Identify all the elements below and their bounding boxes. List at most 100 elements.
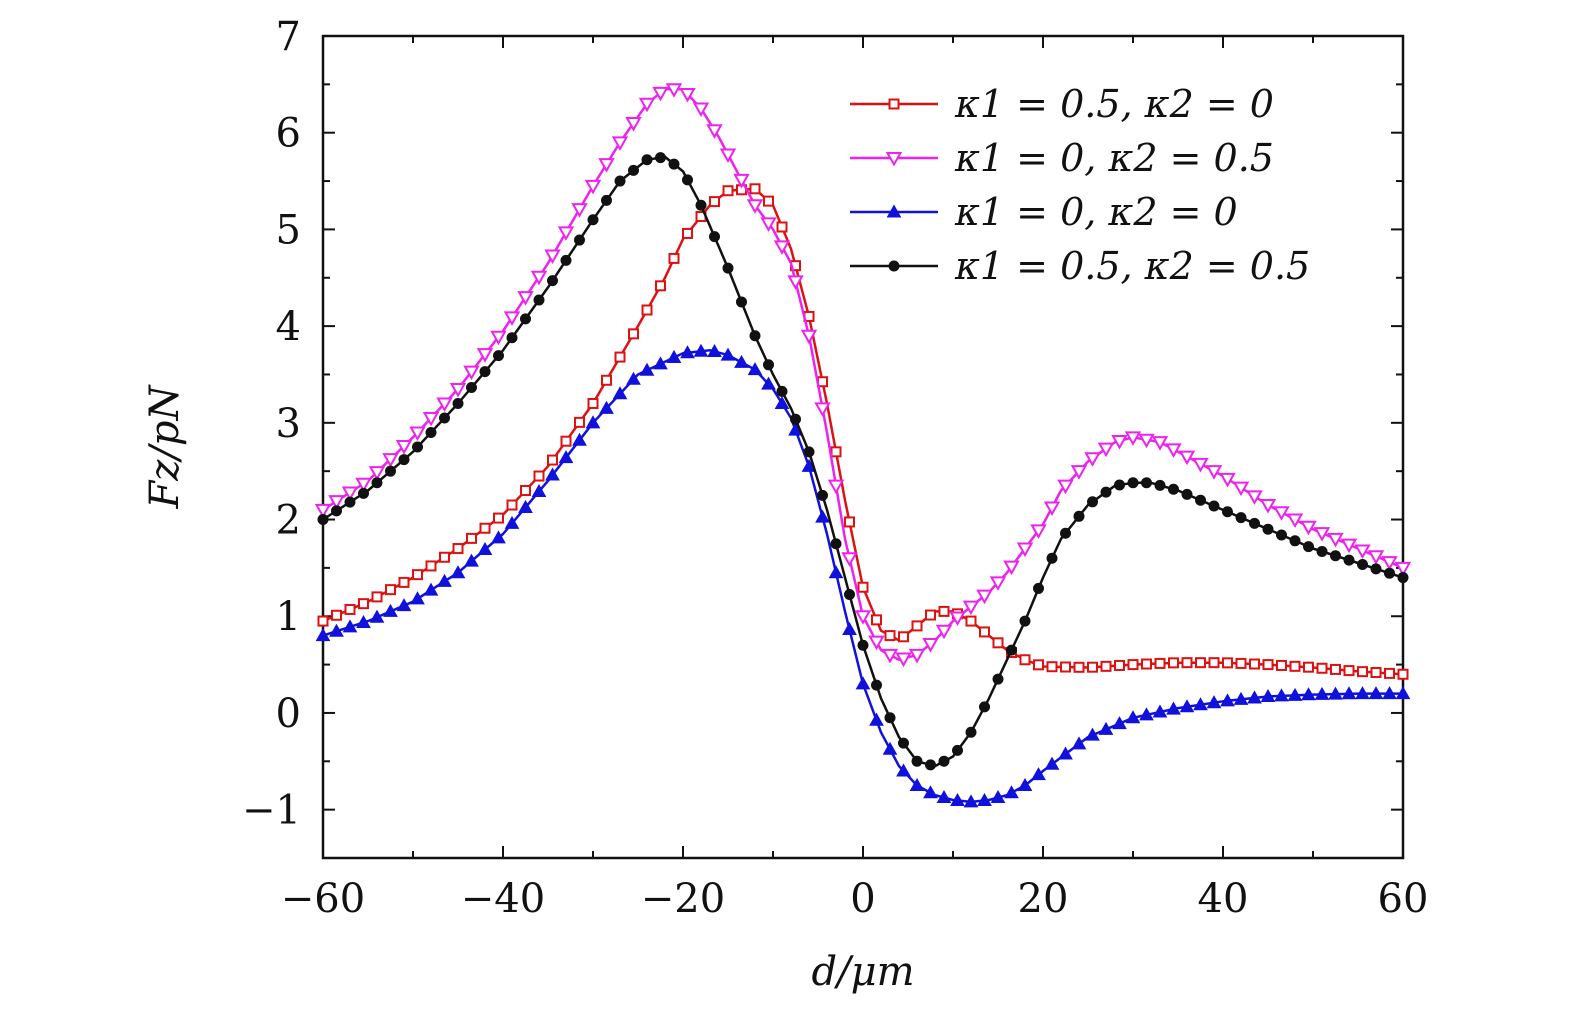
data-point: [476, 348, 494, 363]
data-point: [1274, 688, 1289, 702]
data-point: [1232, 481, 1250, 497]
data-point: [1368, 686, 1384, 700]
data-point: [436, 397, 453, 413]
data-point: [1193, 697, 1208, 711]
y-tick-label: 0: [276, 691, 301, 737]
data-point: [601, 194, 612, 206]
data-point: [531, 483, 547, 497]
data-point: [666, 349, 682, 363]
data-point: [584, 179, 602, 195]
data-point: [412, 441, 423, 453]
data-point: [749, 330, 761, 342]
data-point: [1286, 513, 1304, 529]
legend-label: κ1 = 0.5, κ2 = 0: [954, 82, 1274, 126]
data-point: [679, 88, 696, 103]
data-point: [682, 227, 693, 239]
data-point: [909, 777, 925, 791]
data-point: [803, 446, 815, 458]
data-point: [533, 470, 545, 482]
series-4: [317, 152, 1409, 771]
data-point: [1124, 431, 1142, 446]
data-point: [709, 231, 720, 243]
data-point: [1314, 686, 1330, 700]
data-point: [881, 648, 899, 664]
data-point: [425, 560, 437, 572]
data-point: [1152, 704, 1168, 718]
data-point: [493, 512, 504, 524]
data-point: [935, 624, 953, 640]
data-point: [965, 726, 977, 738]
data-point: [358, 598, 369, 610]
data-point: [371, 477, 383, 489]
data-point: [1222, 657, 1233, 669]
data-point: [572, 432, 587, 446]
data-point: [547, 454, 558, 466]
data-point: [1151, 436, 1169, 451]
data-point: [1087, 496, 1098, 508]
data-point: [1033, 659, 1044, 671]
data-point: [763, 359, 774, 371]
data-point: [1355, 686, 1370, 700]
data-point: [965, 615, 977, 627]
data-point: [1330, 663, 1341, 675]
data-point: [342, 619, 358, 633]
data-point: [871, 614, 882, 626]
data-point: [776, 221, 788, 233]
data-point: [396, 598, 412, 612]
data-point: [1044, 756, 1060, 770]
data-point: [331, 505, 342, 517]
data-point: [938, 755, 950, 767]
data-point: [439, 412, 450, 424]
data-point: [358, 487, 369, 499]
data-point: [749, 183, 761, 195]
data-point: [868, 635, 885, 651]
data-point: [800, 329, 818, 345]
data-point: [828, 565, 844, 579]
y-axis-label: Fz/pN: [142, 384, 188, 510]
data-point: [614, 351, 626, 363]
data-point: [653, 356, 668, 370]
series-line: [322, 87, 1404, 662]
data-point: [827, 479, 845, 495]
data-point: [466, 382, 477, 394]
data-point: [1179, 699, 1195, 713]
data-point: [1208, 657, 1220, 669]
data-point: [385, 465, 396, 477]
data-point: [952, 744, 963, 756]
data-point: [1330, 550, 1341, 562]
data-point: [787, 275, 804, 290]
data-point: [1033, 582, 1044, 594]
data-point: [355, 477, 372, 493]
data-point: [1276, 659, 1287, 671]
data-point: [1395, 686, 1411, 700]
data-point: [423, 582, 439, 596]
data-point: [641, 154, 653, 166]
data-point: [422, 411, 440, 427]
data-point: [869, 712, 884, 726]
x-tick-label: 20: [1018, 876, 1069, 922]
data-point: [574, 234, 585, 246]
data-point: [1114, 659, 1125, 671]
data-point: [1219, 472, 1236, 488]
data-point: [1370, 563, 1382, 575]
data-point: [503, 311, 521, 326]
data-point: [398, 576, 410, 588]
data-point: [341, 486, 359, 501]
legend-marker: [888, 260, 900, 272]
data-point: [733, 173, 750, 189]
data-point: [344, 603, 356, 615]
data-point: [437, 573, 452, 587]
data-point: [641, 304, 653, 316]
data-point: [776, 385, 788, 397]
data-point: [558, 450, 574, 464]
legend-label: κ1 = 0, κ2 = 0: [954, 190, 1238, 234]
data-point: [682, 174, 693, 186]
data-point: [504, 515, 520, 529]
data-point: [882, 741, 898, 755]
data-point: [398, 454, 410, 466]
data-point: [1030, 524, 1047, 539]
data-point: [1233, 691, 1249, 705]
data-point: [1343, 665, 1355, 677]
data-point: [925, 609, 936, 621]
